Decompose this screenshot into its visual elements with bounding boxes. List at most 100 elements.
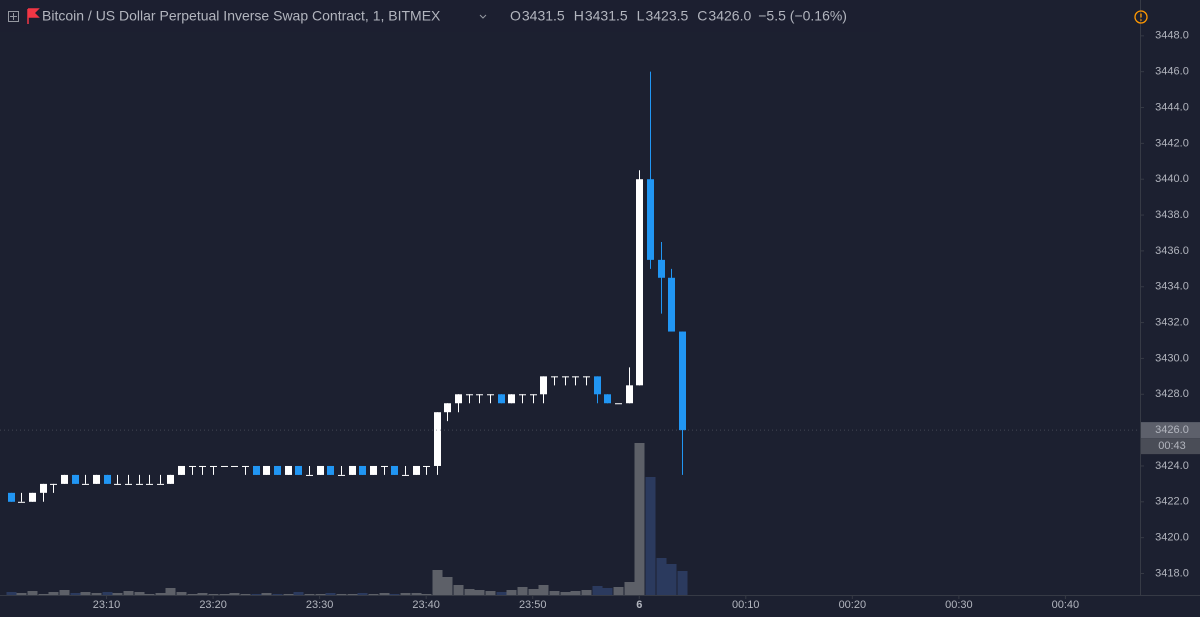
volume-bar xyxy=(91,593,102,595)
volume-bar xyxy=(102,592,113,595)
volume-bar xyxy=(48,592,59,595)
candle-body xyxy=(189,465,196,467)
candle-body xyxy=(413,465,420,475)
candle-body xyxy=(604,394,611,404)
ohlc-label: L xyxy=(637,8,645,24)
exchange-flag-icon xyxy=(27,8,40,24)
candle-body xyxy=(434,412,441,466)
candle-body xyxy=(562,376,569,378)
volume-bar xyxy=(549,591,560,595)
x-tick-label: 00:40 xyxy=(1052,599,1080,611)
volume-bar xyxy=(602,588,613,595)
volume-bar xyxy=(134,592,145,595)
candle-body xyxy=(167,474,174,484)
candle-body xyxy=(508,394,515,404)
candle-body xyxy=(18,501,25,503)
y-tick-label: 3432.0 xyxy=(1155,316,1189,328)
ohlc-value: 3426.0 xyxy=(708,8,751,24)
volume-bar xyxy=(6,592,17,595)
candle-body xyxy=(146,483,153,485)
y-tick-label: 3440.0 xyxy=(1155,173,1189,185)
volume-bar xyxy=(59,590,70,595)
candle-body xyxy=(359,465,366,475)
volume-bar xyxy=(229,593,240,595)
volume-bar xyxy=(304,594,315,595)
volume-bar xyxy=(208,594,219,595)
volume-bar xyxy=(560,592,571,595)
countdown-tag xyxy=(1141,438,1200,455)
candle-body xyxy=(50,483,57,485)
volume-bar xyxy=(315,594,326,595)
candle-body xyxy=(40,483,47,493)
candle-body xyxy=(210,465,217,467)
candle-body xyxy=(72,474,79,484)
x-tick-label: 23:50 xyxy=(519,599,547,611)
volume-bar xyxy=(165,588,176,595)
volume-bar xyxy=(219,594,230,595)
volume-bar xyxy=(80,592,91,595)
candle-body xyxy=(82,483,89,485)
candle-body xyxy=(349,465,356,475)
y-tick-label: 3444.0 xyxy=(1155,101,1189,113)
y-tick-label: 3438.0 xyxy=(1155,209,1189,221)
candle-body xyxy=(476,394,483,396)
volume-bar xyxy=(411,593,422,595)
candle-body xyxy=(402,474,409,476)
x-tick-label: 23:30 xyxy=(306,599,334,611)
candle-body xyxy=(636,179,643,386)
x-tick-label: 23:10 xyxy=(93,599,121,611)
volume-bar xyxy=(16,593,27,595)
candle-body xyxy=(114,483,121,485)
plot-area xyxy=(0,71,1140,595)
candle-body xyxy=(285,465,292,475)
ohlc-legend: O 3431.5 H 3431.5 L 3423.5 C 3426.0 −5.5 (−0.16%… xyxy=(510,8,847,24)
volume-bar xyxy=(432,570,443,595)
volume-bar xyxy=(442,577,453,595)
volume-bar xyxy=(624,582,635,595)
candle-body xyxy=(530,394,537,396)
volume-bar xyxy=(464,589,475,595)
volume-bar xyxy=(453,585,464,595)
dropdown-chevron[interactable] xyxy=(479,14,487,19)
y-tick-label: 3436.0 xyxy=(1155,245,1189,257)
expand-icon[interactable] xyxy=(8,11,19,22)
candle-body xyxy=(242,465,249,467)
volume-bar xyxy=(347,594,358,595)
volume-bar xyxy=(474,590,485,595)
ohlc-value: 3423.5 xyxy=(645,8,688,24)
volume-bar xyxy=(592,586,603,595)
candle-body xyxy=(199,465,206,467)
volume-bar xyxy=(293,592,304,595)
ohlc-value: 3431.5 xyxy=(585,8,628,24)
ohlc-value: 3431.5 xyxy=(522,8,565,24)
legend-backdrop xyxy=(0,0,880,32)
ohlc-label: H xyxy=(574,8,584,24)
symbol-title[interactable]: Bitcoin / US Dollar Perpetual Inverse Sw… xyxy=(42,8,441,24)
candle-body xyxy=(253,465,260,475)
candle-body xyxy=(274,465,281,475)
volume-bar xyxy=(187,594,198,595)
volume-bar xyxy=(389,594,400,595)
volume-bar xyxy=(176,592,187,595)
candle-body xyxy=(231,465,238,467)
volume-bar xyxy=(613,587,624,595)
volume-bar xyxy=(27,591,38,595)
candle-body xyxy=(519,394,526,396)
x-tick-label: 23:20 xyxy=(199,599,227,611)
volume-bar xyxy=(634,443,645,595)
candle-body xyxy=(370,465,377,475)
expand-box xyxy=(8,11,19,22)
candle-body xyxy=(487,394,494,396)
candle-body xyxy=(658,259,665,278)
candle-body xyxy=(572,376,579,378)
candle-body xyxy=(381,465,388,467)
candle-body xyxy=(136,483,143,485)
candle-body xyxy=(551,376,558,378)
candle-body xyxy=(444,403,451,413)
volume-bar xyxy=(197,593,208,595)
candle-body xyxy=(8,492,15,502)
candle-body xyxy=(391,465,398,475)
volume-bar xyxy=(506,590,517,595)
candle-body xyxy=(594,376,601,395)
warning-icon[interactable] xyxy=(1134,10,1148,24)
